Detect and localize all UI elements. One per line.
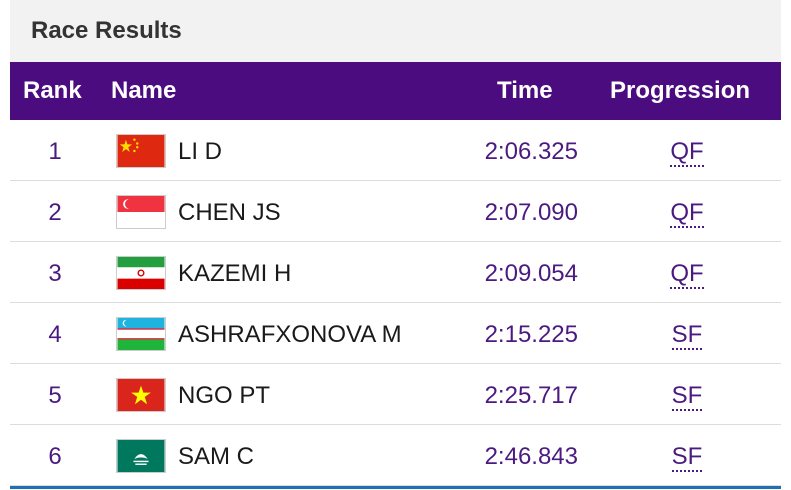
column-header: Rank	[23, 77, 82, 104]
athlete-name: SAM C	[178, 443, 255, 470]
time: 2:46.843	[484, 443, 578, 470]
table-header: Rank Name Time Progression	[10, 62, 781, 120]
table-row: 2 CHEN JS 2:07.090 QF	[10, 181, 781, 242]
athlete-name: LI D	[178, 138, 223, 165]
flag-icon	[116, 439, 166, 473]
column-header: Name	[111, 77, 177, 104]
progression-abbr: SF	[671, 443, 703, 472]
flag	[116, 256, 166, 290]
table-row: 1 LI D 2:06.325 QF	[10, 120, 781, 181]
bottom-border	[10, 486, 781, 489]
time: 2:07.090	[484, 199, 578, 226]
flag-icon	[116, 317, 166, 351]
progression-abbr: QF	[670, 199, 704, 228]
progression: SF	[627, 321, 747, 350]
column-header: Progression	[610, 77, 751, 104]
flag-icon	[116, 256, 166, 290]
progression-abbr: QF	[670, 138, 704, 167]
progression: SF	[627, 443, 747, 472]
progression: QF	[627, 138, 747, 167]
progression-abbr: QF	[670, 260, 704, 289]
title: Race Results	[31, 17, 182, 44]
table-row: 3 KAZEMI H 2:09.054 QF	[10, 242, 781, 303]
progression: QF	[627, 199, 747, 228]
athlete-name: KAZEMI H	[178, 260, 292, 287]
rank: 2	[48, 199, 62, 226]
flag-icon	[116, 195, 166, 229]
flag	[116, 195, 166, 229]
time: 2:25.717	[484, 382, 578, 409]
rank: 6	[48, 443, 62, 470]
flag	[116, 317, 166, 351]
athlete-name: NGO PT	[178, 382, 271, 409]
progression-abbr: SF	[671, 382, 703, 411]
progression-abbr: SF	[671, 321, 703, 350]
athlete-name: CHEN JS	[178, 199, 281, 226]
rank: 1	[48, 138, 62, 165]
time: 2:09.054	[484, 260, 578, 287]
time: 2:15.225	[484, 321, 578, 348]
flag	[116, 134, 166, 168]
flag	[116, 378, 166, 412]
progression: QF	[627, 260, 747, 289]
title-bar: Race Results	[10, 0, 781, 62]
table-row: 5 NGO PT 2:25.717 SF	[10, 364, 781, 425]
athlete-name: ASHRAFXONOVA M	[178, 321, 402, 348]
flag	[116, 439, 166, 473]
table-row: 4 ASHRAFXONOVA M 2:15.225 SF	[10, 303, 781, 364]
rank: 4	[48, 321, 62, 348]
rank: 5	[48, 382, 62, 409]
column-header: Time	[497, 77, 553, 104]
time: 2:06.325	[484, 138, 578, 165]
flag-icon	[116, 378, 166, 412]
progression: SF	[627, 382, 747, 411]
rank: 3	[48, 260, 62, 287]
flag-icon	[116, 134, 166, 168]
table-row: 6 SAM C 2:46.843 SF	[10, 425, 781, 486]
